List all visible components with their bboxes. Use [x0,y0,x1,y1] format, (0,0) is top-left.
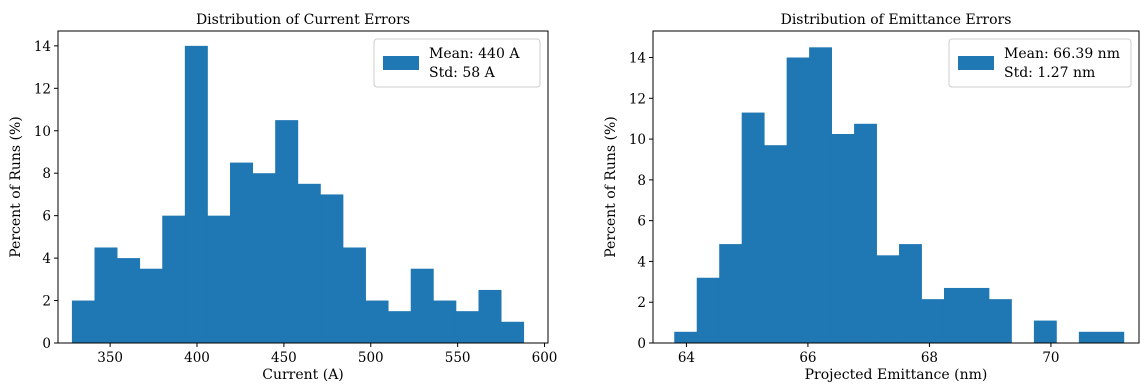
plot-frame [57,30,549,344]
y-tick-label: 8 [637,173,646,189]
x-tick-label: 400 [184,350,210,366]
y-tick-label: 8 [42,166,51,182]
chart-title: Distribution of Emittance Errors [781,12,1012,28]
histogram-bar [809,47,833,344]
histogram-bar [966,287,990,343]
histogram-bar [184,45,208,343]
histogram-bar [320,194,344,343]
y-tick-label: 0 [42,336,51,352]
legend-mean: Mean: 66.39 nm [1004,46,1120,62]
histogram-bar [501,321,525,343]
x-tick-label: 600 [532,350,558,366]
histogram-bars [71,45,525,344]
histogram-bar [94,247,118,343]
histogram-bar [921,299,945,343]
current-errors-chart: Distribution of Current Errors 350 400 450… [8,12,557,383]
histogram-bar [1078,331,1102,343]
emittance-errors-chart: Distribution of Emittance Errors 64 66 68 7… [603,12,1140,383]
x-tick-label: 350 [97,350,123,366]
histogram-bar [410,268,434,343]
histogram-bar [342,247,366,343]
histogram-bar [764,145,788,343]
legend: Mean: 66.39 nm Std: 1.27 nm [948,38,1132,88]
histogram-bar [854,123,877,343]
plot-frame [652,30,1140,344]
legend-std: Std: 58 A [429,65,496,81]
y-tick-label: 6 [637,214,646,230]
y-axis-ticks: 0 2 4 6 8 10 12 14 [629,51,653,352]
x-tick-label: 70 [1042,350,1059,366]
histogram-bar [162,215,186,343]
histogram-bar [230,162,254,343]
y-tick-label: 14 [629,51,646,67]
legend-swatch [958,56,994,70]
histogram-bar [696,277,720,343]
legend: Mean: 440 A Std: 58 A [373,38,541,88]
histogram-bars [674,47,1125,344]
chart-title: Distribution of Current Errors [196,12,410,28]
x-tick-label: 450 [271,350,297,366]
y-axis-label: Percent of Runs (%) [603,116,619,257]
histogram-bar [433,300,457,343]
histogram-bar [719,244,743,343]
histogram-bar [388,311,412,343]
x-tick-label: 68 [921,350,938,366]
legend-box [373,38,541,88]
histogram-bar [1101,331,1125,343]
histogram-bar [943,287,967,343]
histogram-bar [478,289,502,343]
y-tick-label: 2 [42,294,51,310]
x-tick-label: 550 [445,350,471,366]
histogram-bar [117,258,141,343]
y-tick-label: 4 [637,254,646,270]
histogram-bar [365,300,389,343]
y-tick-label: 10 [34,124,51,140]
legend-std: Std: 1.27 nm [1004,65,1095,81]
histogram-bar [786,57,810,344]
histogram-bar [455,311,479,343]
y-axis-label: Percent of Runs (%) [8,116,24,257]
histogram-bar [876,255,900,343]
x-axis-ticks: 64 66 68 70 [678,343,1060,366]
histogram-bar [252,173,276,343]
y-tick-label: 12 [629,91,646,107]
histogram-bar [139,268,163,343]
x-axis-label: Current (A) [262,367,344,383]
histogram-bar [988,299,1012,343]
x-axis-label: Projected Emittance (nm) [805,367,988,383]
x-tick-label: 66 [799,350,816,366]
x-tick-label: 500 [358,350,384,366]
histogram-bar [741,112,765,343]
histogram-bar [899,244,922,343]
y-tick-label: 0 [637,336,646,352]
legend-swatch [383,56,419,70]
legend-box [948,38,1132,88]
y-tick-label: 12 [34,81,51,97]
y-tick-label: 6 [42,209,51,225]
legend-mean: Mean: 440 A [429,46,520,62]
y-axis-ticks: 0 2 4 6 8 10 12 14 [34,39,58,352]
histogram-bar [275,120,299,344]
x-tick-label: 64 [678,350,695,366]
histogram-bar [71,300,95,343]
histogram-bar [674,331,698,343]
y-tick-label: 14 [34,39,51,55]
x-axis-ticks: 350 400 450 500 550 600 [97,343,557,366]
histogram-bar [297,183,321,343]
histogram-bar [831,133,855,343]
y-tick-label: 2 [637,295,646,311]
y-tick-label: 10 [629,132,646,148]
histogram-bar [207,215,231,343]
y-tick-label: 4 [42,251,51,267]
histogram-bar [1033,320,1057,343]
